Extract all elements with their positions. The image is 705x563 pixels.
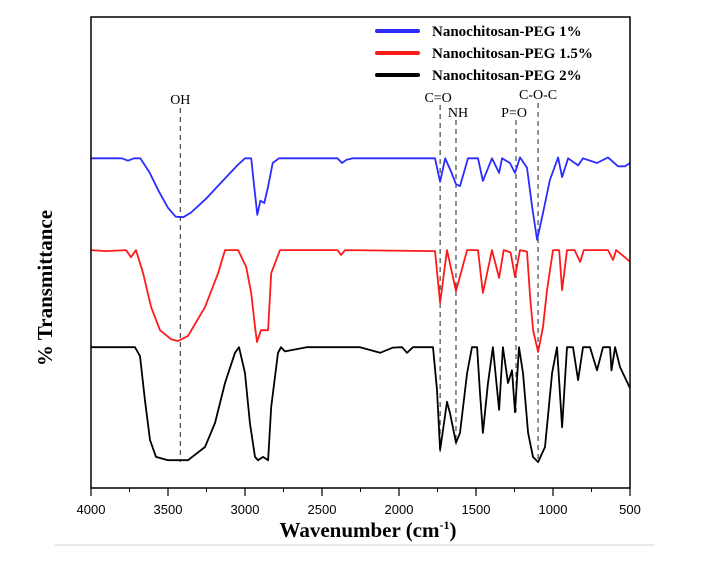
legend-label: Nanochitosan-PEG 2% [432,68,582,84]
x-tick-label: 1000 [539,502,568,517]
annotation-label: OH [170,93,190,108]
x-tick-label: 3500 [154,502,183,517]
legend: Nanochitosan-PEG 1% Nanochitosan-PEG 1.5%… [375,24,593,84]
annotation-label: NH [448,106,468,121]
legend-label: Nanochitosan-PEG 1% [432,24,582,40]
series-line-2 [90,249,631,353]
x-tick-label: 2500 [308,502,337,517]
legend-label: Nanochitosan-PEG 1.5% [432,46,593,62]
x-tick-label: 3000 [231,502,260,517]
annotation-label: P=O [501,106,527,121]
x-tick-label: 1500 [462,502,491,517]
x-tick-label: 2000 [385,502,414,517]
series-line-1 [91,156,631,241]
annotation-label: C-O-C [519,88,557,103]
x-axis-title: Wavenumber (cm-1) [279,518,456,542]
series-line-3 [91,346,631,463]
y-axis-title: % Transmittance [33,210,57,366]
x-tick-label: 500 [619,502,641,517]
annotation-label: C=O [424,91,451,106]
x-tick-label: 4000 [77,502,106,517]
